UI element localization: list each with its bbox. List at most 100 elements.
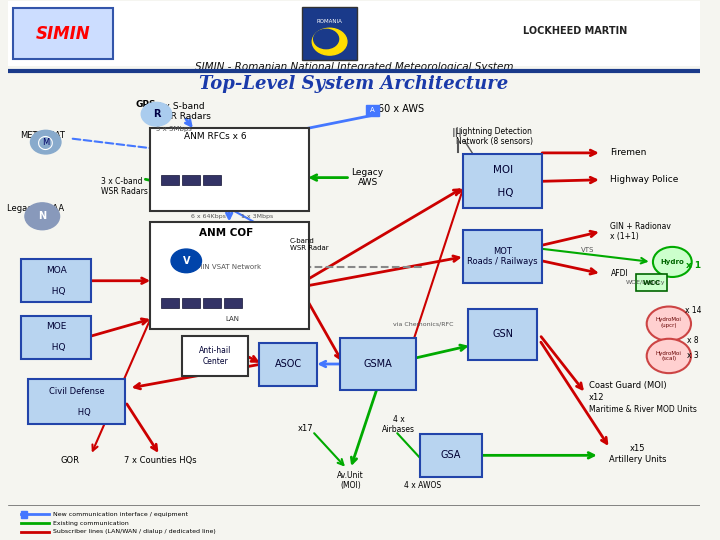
FancyBboxPatch shape <box>150 127 309 211</box>
Text: ASOC: ASOC <box>274 359 302 369</box>
Text: 5 x S-band
WSR Radars: 5 x S-band WSR Radars <box>156 102 212 121</box>
FancyBboxPatch shape <box>22 259 91 302</box>
Text: ○: ○ <box>37 133 54 152</box>
FancyBboxPatch shape <box>28 379 125 424</box>
Text: Artillery Units: Artillery Units <box>609 455 667 464</box>
FancyBboxPatch shape <box>636 274 667 292</box>
Text: V: V <box>182 256 190 266</box>
Text: MOT
Roads / Railways: MOT Roads / Railways <box>467 247 538 266</box>
FancyBboxPatch shape <box>182 336 248 376</box>
FancyBboxPatch shape <box>258 342 318 386</box>
Text: x12: x12 <box>589 393 605 402</box>
FancyBboxPatch shape <box>420 434 482 477</box>
Text: N: N <box>38 211 46 221</box>
FancyBboxPatch shape <box>340 339 416 389</box>
FancyBboxPatch shape <box>13 9 113 59</box>
Text: SIMIN - Romanian National Integrated Meteorological System: SIMIN - Romanian National Integrated Met… <box>194 62 513 72</box>
Text: HydroMoi
(upcr): HydroMoi (upcr) <box>656 317 682 328</box>
Text: x 3: x 3 <box>687 352 699 361</box>
Text: C-band
WSR Radar: C-band WSR Radar <box>290 238 329 251</box>
FancyBboxPatch shape <box>302 7 357 60</box>
Text: GOR: GOR <box>60 456 79 465</box>
FancyBboxPatch shape <box>182 299 200 308</box>
Text: GSN: GSN <box>492 329 513 340</box>
Circle shape <box>647 339 691 373</box>
Text: WCC: WCC <box>642 280 660 286</box>
FancyBboxPatch shape <box>203 299 221 308</box>
FancyBboxPatch shape <box>150 221 309 329</box>
FancyBboxPatch shape <box>463 154 542 208</box>
Circle shape <box>30 130 61 154</box>
Text: 1 x 3Mbps: 1 x 3Mbps <box>240 214 273 219</box>
Text: via Chemonics/RFC: via Chemonics/RFC <box>393 321 454 326</box>
Text: ANM RFCs x 6: ANM RFCs x 6 <box>184 132 247 141</box>
Text: GSA: GSA <box>441 450 461 460</box>
Text: 7 x Counties HQs: 7 x Counties HQs <box>124 456 197 465</box>
Text: SIMIN: SIMIN <box>36 25 90 43</box>
Text: GIN + Radionav
x (1+1): GIN + Radionav x (1+1) <box>610 221 671 241</box>
Text: SIMIN VSAT Network: SIMIN VSAT Network <box>190 264 261 271</box>
FancyBboxPatch shape <box>468 309 537 360</box>
Circle shape <box>25 203 60 230</box>
Circle shape <box>141 103 172 126</box>
Text: 5 x 3Mbps: 5 x 3Mbps <box>156 126 192 132</box>
FancyBboxPatch shape <box>224 299 242 308</box>
Circle shape <box>312 28 347 55</box>
Text: Coast Guard (MOI): Coast Guard (MOI) <box>589 381 667 390</box>
Circle shape <box>171 249 202 273</box>
Text: Maritime & River MOD Units: Maritime & River MOD Units <box>589 405 697 414</box>
Text: M: M <box>42 138 50 147</box>
Bar <box>366 105 379 116</box>
Text: A: A <box>370 107 375 113</box>
Text: 4 x
Airbases: 4 x Airbases <box>382 415 415 434</box>
Circle shape <box>314 29 338 49</box>
Text: 6 x 64Kbps: 6 x 64Kbps <box>191 214 226 219</box>
Text: WOE/Legacy: WOE/Legacy <box>626 280 665 285</box>
Text: Highway Police: Highway Police <box>610 176 678 184</box>
Text: x 1: x 1 <box>685 261 701 270</box>
Text: Legacy
AWS: Legacy AWS <box>351 168 384 187</box>
Text: III: III <box>452 126 463 139</box>
FancyBboxPatch shape <box>182 175 200 185</box>
Text: Anti-hail
Center: Anti-hail Center <box>199 346 232 366</box>
Text: MOA

  HQ: MOA HQ <box>46 266 66 295</box>
Text: x 14: x 14 <box>685 306 701 315</box>
FancyBboxPatch shape <box>161 175 179 185</box>
Text: LAN: LAN <box>225 316 240 322</box>
Text: HydroMoi
(scal): HydroMoi (scal) <box>656 350 682 361</box>
Text: Lightning Detection
Network (8 sensors): Lightning Detection Network (8 sensors) <box>456 127 534 146</box>
Text: Firemen: Firemen <box>610 148 647 157</box>
Text: Hydro: Hydro <box>660 259 684 265</box>
Text: LOCKHEED MARTIN: LOCKHEED MARTIN <box>523 26 628 36</box>
FancyBboxPatch shape <box>203 175 221 185</box>
Text: VTS: VTS <box>581 247 594 253</box>
FancyBboxPatch shape <box>8 2 700 66</box>
Text: Existing communication: Existing communication <box>53 521 128 525</box>
Text: AFDI: AFDI <box>611 269 629 278</box>
Bar <box>22 511 27 518</box>
Text: x 8: x 8 <box>688 336 699 346</box>
Text: New communication interface / equipment: New communication interface / equipment <box>53 512 188 517</box>
Text: Av.Unit
(MOI): Av.Unit (MOI) <box>337 471 364 490</box>
Text: 4 x AWOS: 4 x AWOS <box>405 482 441 490</box>
Text: x15: x15 <box>630 444 645 453</box>
Circle shape <box>647 307 691 341</box>
Text: Civil Defense

      HQ: Civil Defense HQ <box>49 387 104 416</box>
Text: ROMANIA: ROMANIA <box>317 19 343 24</box>
Text: R: R <box>153 109 161 119</box>
FancyBboxPatch shape <box>22 316 91 359</box>
Text: MOI

  HQ: MOI HQ <box>492 165 514 198</box>
Text: GPS: GPS <box>136 100 156 109</box>
Text: Subscriber lines (LAN/WAN / dialup / dedicated line): Subscriber lines (LAN/WAN / dialup / ded… <box>53 529 215 534</box>
Text: METEOSAT: METEOSAT <box>20 131 65 140</box>
FancyBboxPatch shape <box>463 230 542 284</box>
Text: ANM COF: ANM COF <box>199 228 253 239</box>
Text: MOE

  HQ: MOE HQ <box>46 322 66 352</box>
FancyBboxPatch shape <box>161 299 179 308</box>
Text: Legacy NOAA: Legacy NOAA <box>6 205 64 213</box>
Text: 60 x AWS: 60 x AWS <box>378 104 424 114</box>
Text: x17: x17 <box>297 424 313 433</box>
Circle shape <box>653 247 692 277</box>
Text: 3 x C-band
WSR Radars: 3 x C-band WSR Radars <box>101 177 148 197</box>
Text: GSMA: GSMA <box>364 359 392 369</box>
